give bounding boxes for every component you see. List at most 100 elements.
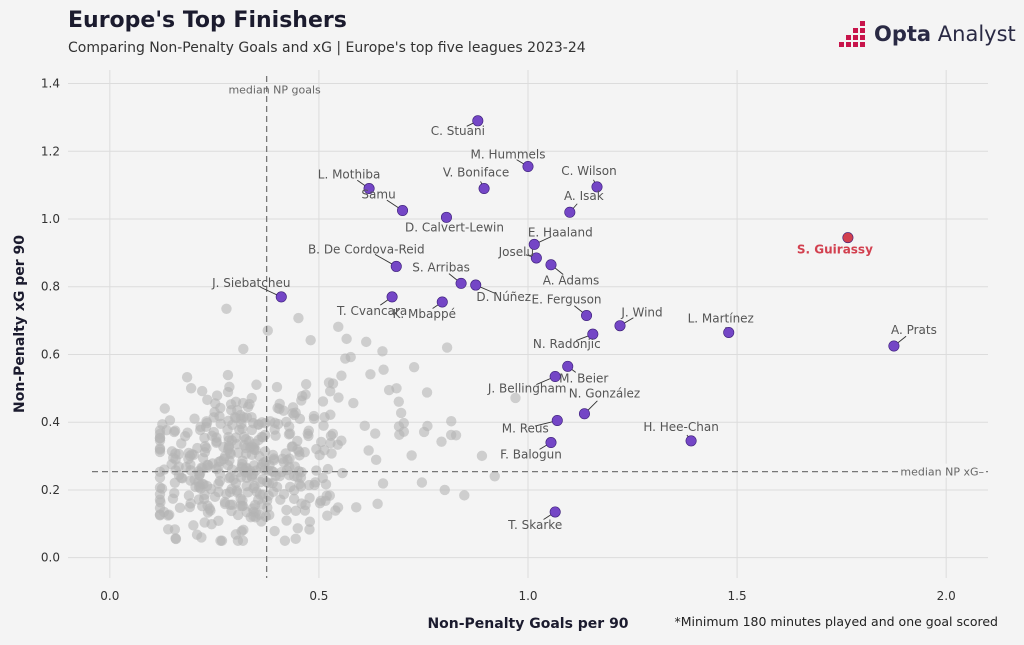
background-point [333, 392, 344, 403]
background-point [377, 478, 389, 489]
background-point [213, 478, 224, 489]
x-tick-label: 2.0 [937, 589, 956, 603]
player-label: B. De Cordova-Reid [308, 242, 425, 256]
background-point [169, 426, 180, 438]
player-label: S. Arribas [412, 260, 470, 274]
player-point [564, 206, 576, 218]
background-point [308, 410, 320, 422]
brand-logo: Opta Analyst [838, 18, 1016, 50]
background-point [277, 453, 288, 465]
background-point [378, 364, 389, 375]
player-point [275, 291, 287, 303]
background-point [215, 402, 226, 414]
background-point [324, 386, 336, 397]
background-point [363, 445, 374, 456]
background-point [322, 510, 333, 521]
y-tick-label: 0.0 [41, 551, 60, 565]
background-point [271, 481, 283, 493]
background-point [185, 383, 197, 394]
player-point [455, 277, 467, 289]
player-label: N. Radonjic [533, 337, 601, 351]
background-point [330, 505, 341, 516]
background-point [197, 452, 209, 464]
background-point [320, 495, 331, 507]
background-point [170, 465, 181, 476]
player-point [888, 340, 900, 352]
background-point [183, 490, 195, 501]
background-point [275, 494, 286, 505]
background-point [292, 523, 303, 534]
background-point [189, 413, 200, 424]
background-point [246, 470, 258, 482]
background-point [173, 448, 185, 460]
footnote: *Minimum 180 minutes played and one goal… [674, 614, 998, 629]
background-point [267, 449, 279, 461]
background-point [370, 428, 381, 439]
background-point [188, 520, 199, 531]
player-label: E. Haaland [528, 225, 593, 239]
player-point [397, 205, 409, 217]
background-point [348, 397, 359, 409]
player-label: A. Prats [891, 323, 937, 337]
median-xg-label: median NP xG– [900, 466, 984, 479]
background-point [221, 303, 232, 315]
background-point [254, 489, 266, 500]
x-tick-label: 0.0 [100, 589, 119, 603]
background-point [163, 509, 175, 520]
background-point [270, 430, 281, 441]
background-point [372, 498, 383, 510]
background-point [337, 467, 348, 479]
background-point [256, 499, 267, 510]
background-point [296, 498, 307, 509]
background-point [325, 430, 337, 441]
background-point [294, 479, 305, 490]
background-point [223, 440, 235, 452]
background-point [229, 412, 241, 423]
background-point [154, 446, 166, 458]
background-point [336, 435, 347, 446]
background-point [303, 425, 314, 436]
background-point [154, 466, 166, 478]
opta-dots-icon [839, 21, 865, 47]
background-point [395, 407, 407, 419]
background-point [290, 407, 301, 418]
background-point [450, 430, 462, 441]
background-points [154, 303, 521, 546]
player-label: J. Bellingham [487, 381, 567, 395]
x-tick-label: 1.5 [728, 589, 747, 603]
player-point [551, 415, 563, 427]
player-label: F. Balogun [500, 448, 562, 462]
x-tick-label: 0.5 [309, 589, 328, 603]
background-point [359, 420, 370, 432]
background-point [159, 403, 170, 414]
median-goals-label: median NP goals [228, 84, 321, 97]
background-point [377, 346, 388, 357]
background-point [248, 482, 259, 494]
background-point [222, 460, 234, 471]
background-point [345, 351, 356, 363]
player-point [390, 260, 402, 272]
background-point [199, 440, 211, 452]
background-point [193, 481, 205, 493]
background-point [318, 420, 329, 431]
player-point [545, 437, 557, 449]
background-point [476, 450, 488, 462]
background-point [290, 505, 301, 517]
player-point [440, 211, 452, 223]
background-point [239, 440, 250, 451]
background-point [211, 390, 223, 401]
background-point [446, 416, 457, 427]
background-point [179, 430, 191, 442]
background-point [231, 485, 243, 496]
background-point [185, 498, 196, 509]
player-label: V. Boniface [443, 166, 509, 180]
background-point [393, 421, 405, 432]
player-label: T. Skarke [507, 518, 562, 532]
background-point [436, 436, 447, 447]
background-point [256, 459, 268, 470]
background-point [177, 473, 188, 484]
player-point [363, 183, 375, 195]
background-point [201, 480, 213, 492]
player-point [436, 296, 448, 308]
player-label: A. Adams [543, 274, 600, 288]
